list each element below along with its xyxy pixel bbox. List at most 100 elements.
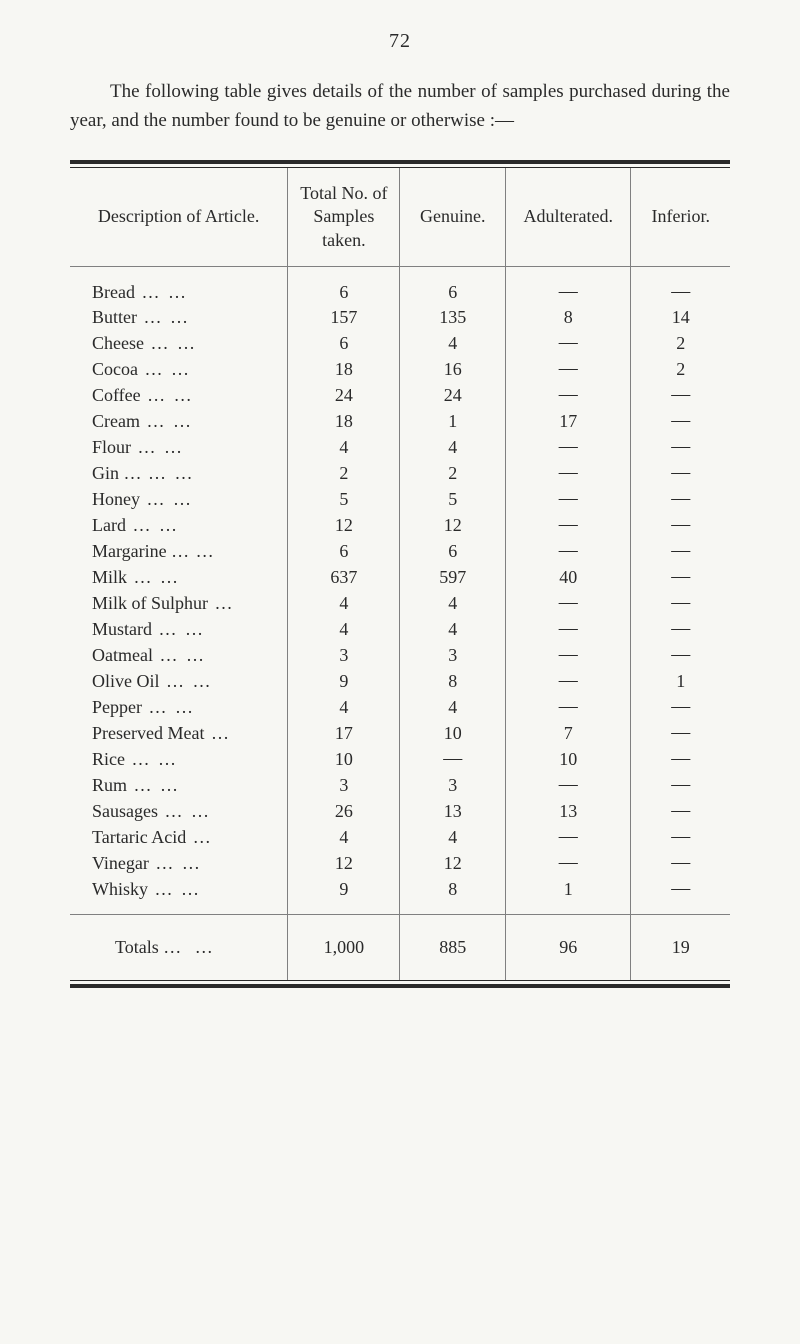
cell-genuine: 4 xyxy=(400,434,506,460)
cell-inferior: — xyxy=(631,876,730,915)
cell-inferior: — xyxy=(631,408,730,434)
col-header-inferior: Inferior. xyxy=(631,168,730,267)
cell-adulterated: — xyxy=(506,460,631,486)
cell-description: Olive Oil … … xyxy=(70,668,288,694)
cell-total: 12 xyxy=(288,512,400,538)
cell-genuine: 3 xyxy=(400,642,506,668)
cell-genuine: 6 xyxy=(400,267,506,306)
cell-adulterated: 17 xyxy=(506,408,631,434)
cell-description: Sausages … … xyxy=(70,798,288,824)
cell-genuine: 13 xyxy=(400,798,506,824)
table-row: Cheese … …64—2 xyxy=(70,330,730,356)
cell-total: 4 xyxy=(288,694,400,720)
col-header-description: Description of Article. xyxy=(70,168,288,267)
cell-description: Milk of Sulphur … xyxy=(70,590,288,616)
cell-inferior: 2 xyxy=(631,330,730,356)
cell-inferior: — xyxy=(631,434,730,460)
cell-description: Oatmeal … … xyxy=(70,642,288,668)
cell-total: 6 xyxy=(288,538,400,564)
totals-total: 1,000 xyxy=(288,915,400,981)
cell-adulterated: — xyxy=(506,330,631,356)
table-row: Oatmeal … …33—— xyxy=(70,642,730,668)
cell-genuine: 4 xyxy=(400,616,506,642)
cell-adulterated: 8 xyxy=(506,305,631,330)
cell-inferior: — xyxy=(631,824,730,850)
cell-description: Coffee … … xyxy=(70,382,288,408)
cell-inferior: 2 xyxy=(631,356,730,382)
cell-adulterated: — xyxy=(506,850,631,876)
cell-total: 26 xyxy=(288,798,400,824)
cell-adulterated: 10 xyxy=(506,746,631,772)
cell-genuine: 6 xyxy=(400,538,506,564)
table-inner-border: Description of Article. Total No. of Sam… xyxy=(70,167,730,981)
cell-inferior: — xyxy=(631,772,730,798)
table-row: Vinegar … …1212—— xyxy=(70,850,730,876)
cell-adulterated: 13 xyxy=(506,798,631,824)
cell-adulterated: — xyxy=(506,486,631,512)
table-row: Margarine … …66—— xyxy=(70,538,730,564)
cell-total: 24 xyxy=(288,382,400,408)
cell-description: Mustard … … xyxy=(70,616,288,642)
cell-genuine: 3 xyxy=(400,772,506,798)
cell-description: Margarine … … xyxy=(70,538,288,564)
cell-genuine: 12 xyxy=(400,850,506,876)
table-row: Tartaric Acid …44—— xyxy=(70,824,730,850)
cell-genuine: 597 xyxy=(400,564,506,590)
intro-paragraph: The following table gives details of the… xyxy=(70,78,730,135)
cell-description: Preserved Meat … xyxy=(70,720,288,746)
cell-adulterated: — xyxy=(506,694,631,720)
cell-inferior: — xyxy=(631,486,730,512)
totals-inferior: 19 xyxy=(631,915,730,981)
cell-inferior: — xyxy=(631,512,730,538)
samples-table: Description of Article. Total No. of Sam… xyxy=(70,168,730,980)
cell-adulterated: — xyxy=(506,538,631,564)
cell-genuine: 4 xyxy=(400,590,506,616)
cell-genuine: 4 xyxy=(400,694,506,720)
cell-total: 3 xyxy=(288,772,400,798)
cell-total: 637 xyxy=(288,564,400,590)
table-row: Rum … …33—— xyxy=(70,772,730,798)
cell-inferior: — xyxy=(631,850,730,876)
totals-label: Totals … … xyxy=(70,915,288,981)
table-row: Coffee … …2424—— xyxy=(70,382,730,408)
cell-inferior: — xyxy=(631,460,730,486)
table-row: Sausages … …261313— xyxy=(70,798,730,824)
cell-description: Honey … … xyxy=(70,486,288,512)
cell-total: 2 xyxy=(288,460,400,486)
cell-genuine: 135 xyxy=(400,305,506,330)
col-header-total: Total No. of Samples taken. xyxy=(288,168,400,267)
cell-genuine: 16 xyxy=(400,356,506,382)
cell-genuine: 12 xyxy=(400,512,506,538)
cell-description: Cocoa … … xyxy=(70,356,288,382)
cell-adulterated: — xyxy=(506,356,631,382)
table-outer-border: Description of Article. Total No. of Sam… xyxy=(70,160,730,988)
cell-total: 9 xyxy=(288,668,400,694)
cell-adulterated: — xyxy=(506,642,631,668)
table-row: Lard … …1212—— xyxy=(70,512,730,538)
cell-total: 18 xyxy=(288,356,400,382)
table-row: Butter … …157135814 xyxy=(70,305,730,330)
cell-inferior: — xyxy=(631,538,730,564)
table-row: Honey … …55—— xyxy=(70,486,730,512)
cell-description: Rice … … xyxy=(70,746,288,772)
cell-total: 157 xyxy=(288,305,400,330)
table-header-row: Description of Article. Total No. of Sam… xyxy=(70,168,730,267)
cell-inferior: — xyxy=(631,590,730,616)
cell-inferior: — xyxy=(631,642,730,668)
table-row: Rice … …10—10— xyxy=(70,746,730,772)
page-number: 72 xyxy=(70,30,730,53)
totals-genuine: 885 xyxy=(400,915,506,981)
cell-genuine: 8 xyxy=(400,668,506,694)
cell-total: 17 xyxy=(288,720,400,746)
cell-inferior: 14 xyxy=(631,305,730,330)
table-row: Mustard … …44—— xyxy=(70,616,730,642)
table-row: Bread … …66—— xyxy=(70,267,730,306)
cell-genuine: 1 xyxy=(400,408,506,434)
cell-genuine: 10 xyxy=(400,720,506,746)
cell-description: Gin … … … xyxy=(70,460,288,486)
cell-total: 12 xyxy=(288,850,400,876)
cell-adulterated: — xyxy=(506,668,631,694)
cell-total: 9 xyxy=(288,876,400,915)
cell-description: Rum … … xyxy=(70,772,288,798)
cell-total: 5 xyxy=(288,486,400,512)
